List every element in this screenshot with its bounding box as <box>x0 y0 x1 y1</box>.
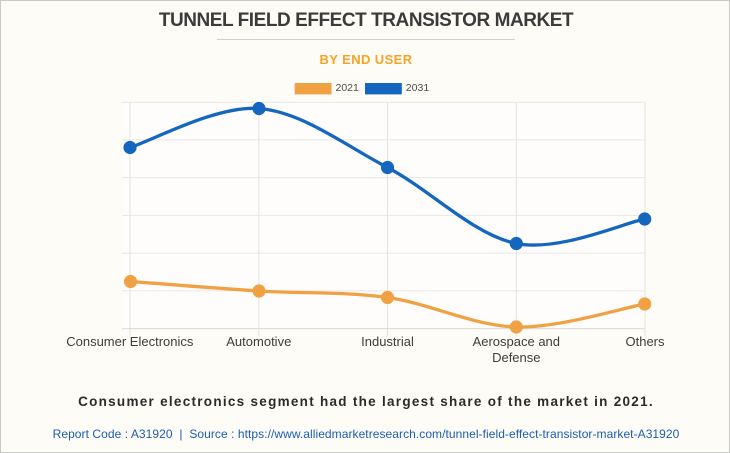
svg-text:2021: 2021 <box>336 82 360 94</box>
svg-text:2031: 2031 <box>406 82 430 94</box>
